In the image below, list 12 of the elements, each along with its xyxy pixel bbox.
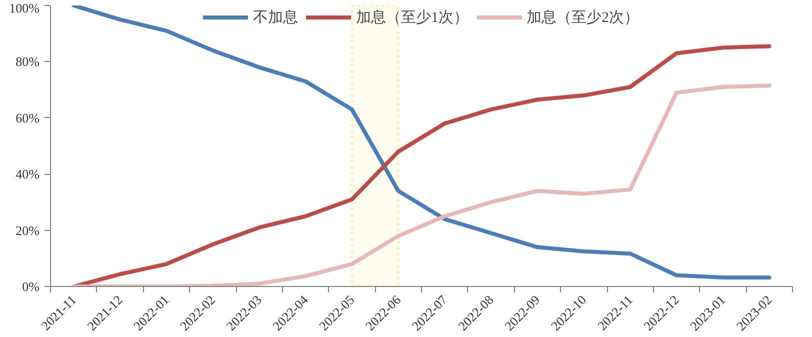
legend-label: 加息（至少1次） <box>356 8 468 26</box>
y-tick-label: 80% <box>16 54 40 70</box>
legend-label: 不加息 <box>253 8 298 26</box>
legend-label: 加息（至少2次） <box>526 8 639 26</box>
line-series <box>72 84 772 286</box>
y-tick-label: 0% <box>22 279 40 294</box>
y-tick-label: 20% <box>16 222 40 238</box>
y-tick-label: 60% <box>16 110 40 126</box>
y-tick-label: 100% <box>9 0 40 16</box>
line-series <box>72 44 772 286</box>
y-tick-label: 40% <box>16 166 40 182</box>
line-series <box>72 6 772 280</box>
